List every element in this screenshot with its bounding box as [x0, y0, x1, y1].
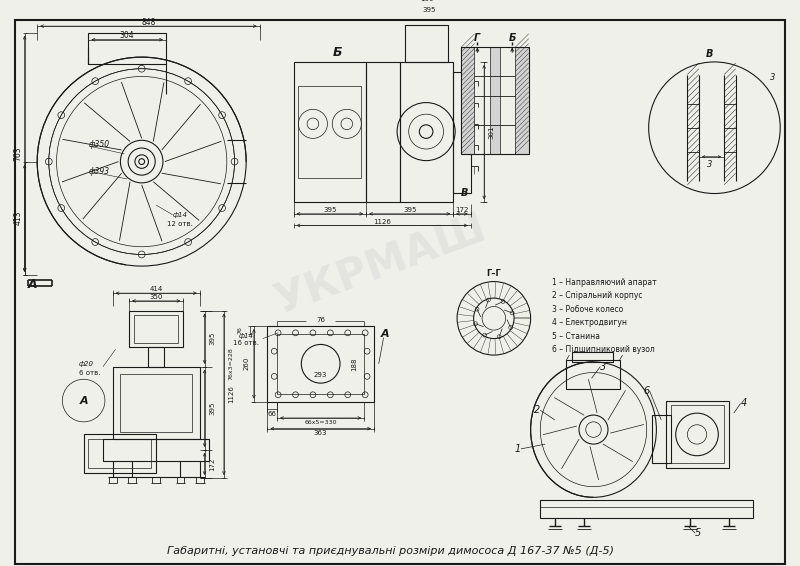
Text: 395: 395 [422, 7, 436, 12]
Text: 3: 3 [770, 73, 775, 82]
Text: 5: 5 [695, 528, 701, 538]
Text: 172: 172 [210, 457, 215, 470]
Bar [89, 33, 166, 64]
Bar [540, 500, 753, 518]
Text: 395: 395 [210, 402, 215, 415]
Text: 3 – Робоче колесо: 3 – Робоче колесо [552, 305, 623, 314]
Text: 2 – Спіральний корпус: 2 – Спіральний корпус [552, 291, 642, 300]
Bar [651, 415, 671, 464]
Bar [461, 48, 474, 154]
Bar [134, 315, 178, 342]
Text: 3: 3 [600, 362, 606, 372]
Bar [671, 405, 724, 464]
Text: 16 отв.: 16 отв. [233, 341, 259, 346]
Text: Б: Б [509, 33, 516, 43]
Bar [120, 375, 192, 431]
Bar [490, 48, 500, 154]
Text: УКРМАШ: УКРМАШ [269, 207, 492, 323]
Text: 6 отв.: 6 отв. [78, 371, 100, 376]
Text: 188: 188 [351, 357, 358, 371]
Text: 848: 848 [142, 18, 156, 27]
Bar [267, 326, 374, 401]
Text: 66x5=330: 66x5=330 [305, 421, 337, 425]
Bar [84, 435, 156, 473]
Bar [294, 62, 366, 202]
Text: 160: 160 [420, 0, 434, 2]
Text: 395: 395 [323, 207, 337, 213]
Text: А: А [79, 396, 88, 406]
Bar [405, 25, 448, 62]
Text: 4 – Електродвигун: 4 – Електродвигун [552, 318, 627, 327]
Bar [366, 62, 400, 202]
Text: 5 – Станина: 5 – Станина [552, 332, 600, 341]
Text: ф393: ф393 [89, 167, 110, 176]
Text: Г: Г [474, 33, 481, 43]
Text: 1: 1 [515, 444, 521, 454]
Text: Г–Г: Г–Г [486, 269, 502, 278]
Text: 12 отв.: 12 отв. [167, 221, 194, 228]
Text: 4: 4 [740, 398, 746, 409]
Text: 414: 414 [150, 286, 163, 292]
Text: 6: 6 [643, 386, 650, 396]
Bar [277, 334, 364, 394]
Text: 172: 172 [455, 207, 469, 213]
Text: ф14: ф14 [173, 212, 188, 218]
Text: 2: 2 [534, 405, 541, 415]
Bar [103, 439, 210, 461]
Text: 301: 301 [489, 125, 495, 139]
Bar [515, 48, 529, 154]
Text: ф20: ф20 [78, 361, 94, 367]
Text: 1126: 1126 [373, 218, 391, 225]
Text: Габаритні, установчі та приєднувальні розміри димососа Д 167-37 №5 (Д-5): Габаритні, установчі та приєднувальні ро… [167, 546, 614, 556]
Text: В: В [706, 49, 714, 59]
Bar [89, 439, 151, 468]
Bar [666, 401, 729, 468]
Text: 304: 304 [120, 31, 134, 40]
Text: 66: 66 [268, 411, 277, 417]
Text: 395: 395 [210, 332, 215, 345]
Text: А: А [27, 278, 37, 291]
Text: 3: 3 [707, 160, 712, 169]
Text: В: В [461, 187, 469, 198]
Bar [149, 348, 164, 367]
Text: ф350: ф350 [89, 140, 110, 149]
Bar [400, 62, 454, 202]
Text: 76: 76 [316, 318, 325, 323]
Text: 763: 763 [14, 147, 22, 161]
Text: 413: 413 [14, 211, 22, 225]
Text: 76x3=228: 76x3=228 [228, 348, 233, 380]
Text: 293: 293 [314, 372, 327, 379]
Bar [113, 367, 200, 439]
Text: А: А [381, 329, 390, 339]
Bar [566, 360, 620, 389]
Bar [572, 352, 613, 362]
Text: 1 – Направляючий апарат: 1 – Направляючий апарат [552, 278, 657, 287]
Text: 6 – Підшипниковий вузол: 6 – Підшипниковий вузол [552, 345, 654, 354]
Text: ф14: ф14 [238, 333, 254, 338]
Text: 395: 395 [403, 207, 416, 213]
Text: 363: 363 [314, 431, 327, 436]
Text: 1126: 1126 [229, 385, 234, 403]
Text: 260: 260 [243, 357, 249, 371]
Text: 76: 76 [238, 326, 243, 334]
Text: 350: 350 [150, 294, 163, 300]
Bar [454, 72, 470, 192]
Bar [298, 86, 362, 178]
Bar [129, 311, 183, 348]
Text: Б: Б [332, 46, 342, 59]
